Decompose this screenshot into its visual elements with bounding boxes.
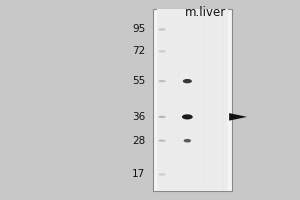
Ellipse shape [158, 140, 166, 142]
Ellipse shape [183, 79, 192, 83]
FancyBboxPatch shape [158, 9, 228, 191]
Ellipse shape [158, 173, 166, 176]
Text: 17: 17 [132, 169, 146, 179]
Text: 72: 72 [132, 46, 146, 56]
Ellipse shape [158, 116, 166, 118]
Ellipse shape [182, 114, 193, 119]
Text: 55: 55 [132, 76, 146, 86]
Text: 28: 28 [132, 136, 146, 146]
Ellipse shape [158, 50, 166, 53]
Text: 95: 95 [132, 24, 146, 34]
Ellipse shape [158, 80, 166, 82]
Text: 36: 36 [132, 112, 146, 122]
Ellipse shape [158, 28, 166, 31]
Text: m.liver: m.liver [184, 6, 226, 19]
Ellipse shape [184, 139, 191, 143]
FancyBboxPatch shape [153, 9, 232, 191]
Polygon shape [229, 113, 247, 121]
